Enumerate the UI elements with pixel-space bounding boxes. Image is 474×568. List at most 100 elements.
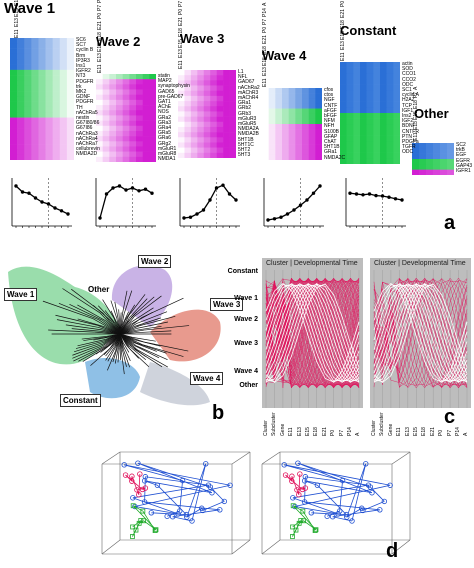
heatmap-cell [149,141,156,147]
heatmap-cell [184,137,192,143]
heatmap-cell [122,94,130,101]
heatmap-cell [360,67,367,74]
heatmap-cell [380,107,387,114]
heatmap-cell [386,135,394,142]
pc-white-line [265,284,360,383]
heatmap-cell [190,152,198,158]
heatmap-cell [393,84,400,91]
heatmap-cell [346,141,354,148]
heatmap-cell [136,146,143,152]
heatmap-cell [109,99,117,106]
heatmap-cell [66,128,74,134]
heatmap-cell [440,169,448,175]
wave4-gene-list: cfos ctos NGF CNTF aFGF bFGF NFM NFH S100B GFAP Ch… [324,87,346,161]
heatmap-cell [38,38,46,44]
heatmap-cell [216,85,224,92]
heatmap-cell [45,91,53,97]
heatmap-cell [66,101,74,108]
gene-label: PTN [402,133,412,140]
heatmap-cell [190,101,198,107]
heatmap-cell [17,133,25,140]
heatmap-cell [210,85,217,92]
tree-branch [122,290,128,314]
heatmap-cell [223,132,230,138]
heatmap-cell [38,106,46,113]
heatmap-cell [223,95,230,102]
profile-point [272,217,277,221]
heatmap-cell [288,134,296,140]
network-edge [311,512,347,515]
constant-profile-plot [345,178,406,228]
heatmap-cell [288,124,296,130]
pc-axis-label: E21 [429,427,436,436]
network-node [142,485,149,491]
heatmap-cell [66,154,74,160]
heatmap-cell [229,75,236,81]
pc-axis-label: A [463,432,470,436]
network-node [367,484,374,490]
heatmap-cell [288,103,296,109]
pc-red-line [265,277,360,388]
tree-branch [122,342,130,353]
heatmap-cell [24,59,32,65]
heatmap-cell [31,128,39,134]
gene-label: IGF2 [402,118,414,125]
heatmap-cell [366,113,374,119]
heatmap-cell [380,84,387,91]
heatmap-cell [17,122,25,129]
gene-label: GAD65 [158,88,175,95]
wave2-title: Wave 2 [96,34,141,49]
heatmap-cell [340,130,347,136]
heatmap-cell [178,121,185,128]
network-node [130,524,136,530]
heatmap-cell [66,38,74,44]
heatmap-cell [31,43,39,49]
cube-edge [261,451,281,465]
time-label: E11 [14,29,20,38]
network-node [221,498,228,505]
tree-branch [110,310,118,324]
tree-label-other: Other [88,285,110,294]
gene-label: 5HT1C [238,141,254,148]
heatmap-cell [308,149,316,156]
tree-branch [73,346,104,362]
heatmap-cell [96,110,103,116]
heatmap-cell [10,64,18,71]
pc-axis-label: Cluster [263,420,269,436]
heatmap-cell [59,48,68,55]
heatmap-cell [24,80,32,87]
heatmap-cell [116,151,123,158]
gene-label: synaptophysin [158,83,190,90]
heatmap-cell [129,115,137,121]
heatmap-cell [268,154,276,160]
network-node [138,518,144,523]
heatmap-cell [31,75,39,81]
heatmap-cell [373,124,381,131]
gene-label: NMDA2C [324,154,346,161]
tree-branch [105,344,116,357]
heatmap-cell [149,151,156,158]
heatmap-cell [96,89,103,96]
heatmap-cell [122,130,130,137]
heatmap-cell [353,67,361,74]
heatmap-cell [190,90,198,97]
heatmap-cell [66,85,74,92]
wave1-time-axis: E11E13E15E18E21P0P7P14A [14,0,20,39]
pc-white-line [373,284,468,383]
heatmap-cell [66,117,74,124]
tree-branch [124,304,136,321]
heatmap-cell [282,129,289,135]
heatmap-cell [142,89,150,96]
heatmap-cell [268,139,276,145]
heatmap-cell [96,141,103,147]
heatmap-cell [24,85,32,92]
heatmap-cell [308,134,316,140]
time-label: E18 [178,27,184,37]
heatmap-cell [52,144,61,150]
heatmap-cell [282,88,289,94]
pc-white-line [373,282,468,383]
gene-label: Ins1 [76,63,86,70]
wave1-region [8,266,120,365]
heatmap-cell [366,118,374,125]
heatmap-cell [66,75,74,81]
